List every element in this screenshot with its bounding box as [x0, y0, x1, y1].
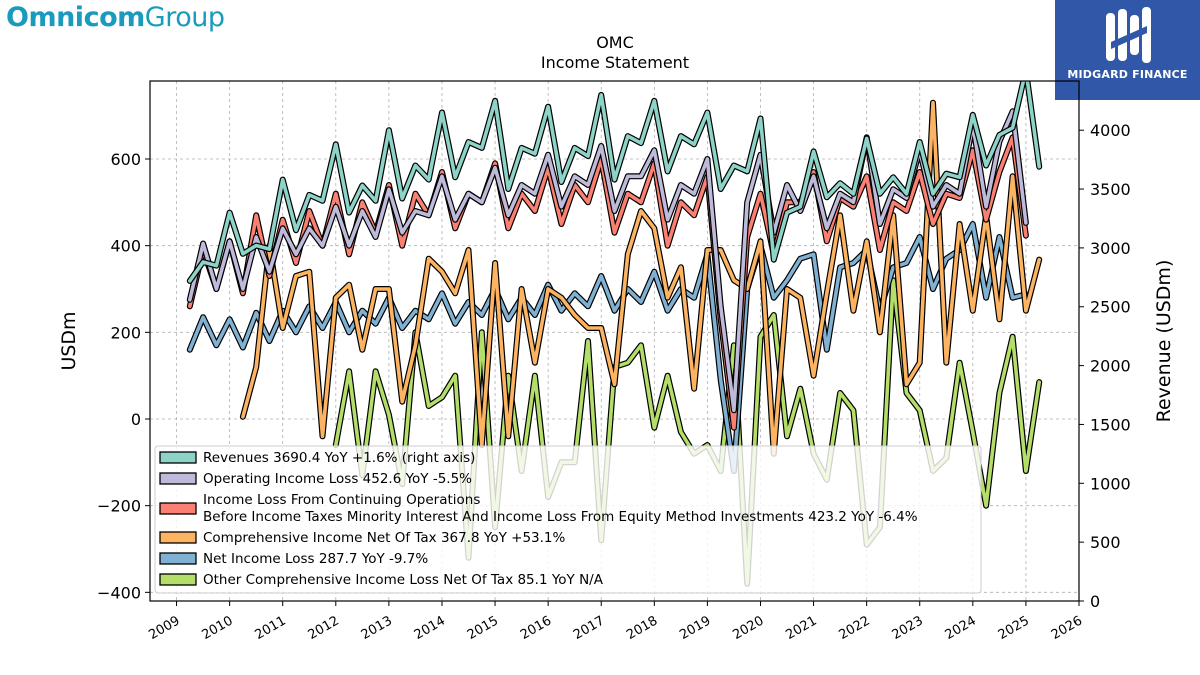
y-tick-label-right: 1500	[1090, 415, 1131, 434]
x-tick-label: 2011	[253, 613, 289, 643]
x-tick-label: 2015	[465, 613, 501, 643]
y-tick-label-right: 3000	[1090, 239, 1131, 258]
chart-subtitle: Income Statement	[541, 53, 689, 72]
x-tick-label: 2009	[146, 613, 182, 643]
y-tick-label-left: 600	[110, 150, 141, 169]
legend-label-oci: Other Comprehensive Income Loss Net Of T…	[203, 572, 604, 588]
legend-swatch-pretax	[159, 502, 197, 515]
x-tick-label: 2025	[996, 613, 1032, 643]
legend-swatch-revenues	[159, 451, 197, 464]
x-tick-label: 2010	[199, 613, 235, 643]
y-axis-label-left: USDm	[58, 311, 80, 370]
y-tick-label-left: 0	[131, 410, 141, 429]
x-tick-label: 2019	[677, 613, 713, 643]
x-tick-label: 2023	[890, 613, 926, 643]
x-tick-label: 2021	[783, 613, 819, 643]
y-tick-label-left: −400	[97, 583, 141, 602]
legend: Revenues 3690.4 YoY +1.6% (right axis) O…	[154, 445, 982, 594]
legend-box	[154, 445, 982, 594]
legend-swatch-net	[159, 552, 197, 565]
y-tick-label-right: 500	[1090, 533, 1121, 552]
legend-label-operating: Operating Income Loss 452.6 YoY -5.5%	[203, 471, 472, 487]
series-lines	[186, 81, 1043, 587]
legend-label-pretax-line1: Income Loss From Continuing Operations	[203, 492, 480, 508]
y-tick-label-right: 2000	[1090, 357, 1131, 376]
legend-swatch-comprehensive	[159, 531, 197, 544]
x-tick-label: 2013	[359, 613, 395, 643]
series-group	[186, 81, 1043, 587]
midgard-finance-badge: MIDGARD FINANCE	[1055, 0, 1200, 100]
y-tick-label-right: 4000	[1090, 121, 1131, 140]
series-line-revenues	[188, 81, 1041, 283]
legend-label-comprehensive: Comprehensive Income Net Of Tax 367.8 Yo…	[203, 530, 566, 546]
badge-label: MIDGARD FINANCE	[1067, 68, 1188, 81]
series-line-oci	[333, 278, 1041, 586]
company-logo: OmnicomGroup	[6, 2, 225, 33]
plot-frame	[149, 80, 1080, 602]
legend-swatch-oci	[159, 573, 197, 586]
legend-swatch-operating	[159, 472, 197, 485]
y-tick-label-left: −200	[97, 497, 141, 516]
x-tick-label: 2020	[730, 613, 766, 643]
x-tick-label: 2024	[943, 613, 979, 643]
y-tick-label-right: 3500	[1090, 180, 1131, 199]
legend-label-net: Net Income Loss 287.7 YoY -9.7%	[203, 551, 428, 567]
x-tick-label: 2026	[1049, 613, 1085, 643]
y-tick-label-right: 1000	[1090, 474, 1131, 493]
legend-label-revenues: Revenues 3690.4 YoY +1.6% (right axis)	[203, 450, 475, 466]
x-tick-label: 2017	[571, 613, 607, 643]
y-tick-label-right: 2500	[1090, 298, 1131, 317]
midgard-logo-icon	[1106, 7, 1151, 63]
legend-label-pretax-line2: Before Income Taxes Minority Interest An…	[203, 509, 918, 525]
x-tick-label: 2022	[836, 613, 872, 643]
logo-light-text: Group	[144, 2, 225, 33]
y-tick-label-left: 400	[110, 237, 141, 256]
series-line-comprehensive	[241, 100, 1041, 456]
x-tick-label: 2012	[306, 613, 342, 643]
logo-bold-text: Omnicom	[6, 2, 145, 33]
x-tick-label: 2014	[412, 613, 448, 643]
series-line-operating	[188, 109, 1028, 413]
chart-title: OMC	[596, 33, 634, 52]
y-axis-label-right: Revenue (USDm)	[1153, 260, 1175, 423]
x-tick-label: 2016	[518, 613, 554, 643]
y-tick-label-left: 200	[110, 323, 141, 342]
y-tick-label-right: 0	[1090, 592, 1100, 611]
x-tick-label: 2018	[624, 613, 660, 643]
